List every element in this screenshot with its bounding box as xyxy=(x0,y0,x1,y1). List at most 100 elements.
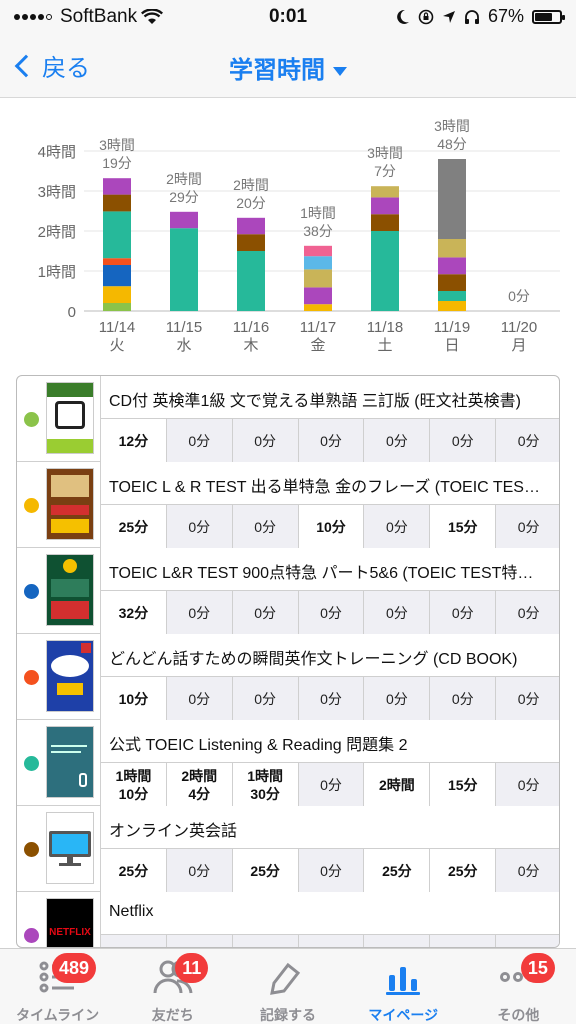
day-time-cell: 0分 xyxy=(297,848,364,892)
dondon-cover[interactable] xyxy=(46,640,94,712)
monitor-icon[interactable] xyxy=(46,812,94,884)
day-time-cell: 25分 xyxy=(101,504,166,548)
material-title: TOEIC L & R TEST 出る単特急 金のフレーズ (TOEIC TES… xyxy=(109,479,549,496)
x-weekday-label: 水 xyxy=(176,337,191,354)
material-title: TOEIC L&R TEST 900点特急 パート5&6 (TOEIC TEST… xyxy=(109,565,549,582)
day-time-cell xyxy=(101,934,166,947)
x-date-label: 11/18 xyxy=(367,319,403,336)
day-time-cell: 0分 xyxy=(297,590,364,634)
bar-total-hours: 3時間 xyxy=(367,145,403,161)
material-row[interactable]: 公式 TOEIC Listening & Reading 問題集 2 1時間 10分… xyxy=(17,720,559,806)
tab-mypage[interactable]: マイページ xyxy=(346,949,461,1024)
bar-total-minutes: 48分 xyxy=(437,136,467,152)
x-weekday-label: 月 xyxy=(511,337,526,354)
stacked-bar-chart: 0 1時間 2時間 3時間 4時間 3時間 19分 11/14火 2時間 29分 11/15水 2時間… xyxy=(38,118,560,354)
bar-total-minutes: 0分 xyxy=(508,288,530,304)
day-cells xyxy=(101,934,559,947)
signal-icon xyxy=(14,14,52,20)
divider xyxy=(100,548,101,633)
day-time-cell: 0分 xyxy=(165,676,232,720)
netflix-logo[interactable]: NETFLIX xyxy=(46,898,94,947)
material-title: Netflix xyxy=(109,903,154,920)
day-time-cell: 0分 xyxy=(297,418,364,462)
y-tick-label: 1時間 xyxy=(38,264,76,281)
bar-total-hours: 1時間 xyxy=(300,205,336,221)
y-tick-label: 2時間 xyxy=(38,224,76,241)
day-time-cell: 0分 xyxy=(231,418,298,462)
day-time-cell: 1時間 10分 xyxy=(101,762,166,806)
tab-label: 友だち xyxy=(151,1007,194,1023)
part56-cover[interactable] xyxy=(46,554,94,626)
study-time-chart: 0 1時間 2時間 3時間 4時間 3時間 19分 11/14 火 2時間 29分 11/15 水 2時間… xyxy=(0,98,576,366)
day-cells: 25分 0分 25分 0分 25分 25分 0分 xyxy=(101,848,559,892)
bar-total-minutes: 19分 xyxy=(102,155,132,171)
day-cells: 12分 0分 0分 0分 0分 0分 0分 xyxy=(101,418,559,462)
material-title: CD付 英検準1級 文で覚える単熟語 三訂版 (旺文社英検書) xyxy=(109,393,521,410)
material-row[interactable]: TOEIC L&R TEST 900点特急 パート5&6 (TOEIC TEST… xyxy=(17,548,559,634)
day-time-cell: 32分 xyxy=(101,590,166,634)
kinfre-cover[interactable] xyxy=(46,468,94,540)
day-time-cell xyxy=(297,934,364,947)
material-row[interactable]: TOEIC L & R TEST 出る単特急 金のフレーズ (TOEIC TES… xyxy=(17,462,559,548)
day-time-cell: 0分 xyxy=(231,676,298,720)
bar-total-minutes: 7分 xyxy=(374,163,396,179)
day-time-cell: 0分 xyxy=(495,676,559,720)
headphones-icon xyxy=(464,9,479,24)
netflix-logo-text: NETFLIX xyxy=(49,927,91,938)
day-time-cell: 0分 xyxy=(495,418,559,462)
page-title-dropdown[interactable]: 学習時間 xyxy=(0,50,576,85)
material-row[interactable]: どんどん話すための瞬間英作文トレーニング (CD BOOK) 10分 0分 0分 0分 0… xyxy=(17,634,559,720)
notification-badge: 11 xyxy=(175,953,209,983)
bar-total-hours: 3時間 xyxy=(99,137,135,153)
day-time-cell: 15分 xyxy=(429,504,496,548)
color-dot xyxy=(24,584,39,599)
bar-segment xyxy=(103,286,131,303)
day-time-cell xyxy=(429,934,496,947)
color-dot xyxy=(24,412,39,427)
tab-label: 記録する xyxy=(260,1007,316,1023)
bar-segment xyxy=(103,265,131,287)
x-date-label: 11/19 xyxy=(434,319,470,336)
back-label: 戻る xyxy=(42,55,90,82)
material-row[interactable]: オンライン英会話 25分 0分 25分 0分 25分 25分 0分 xyxy=(17,806,559,892)
tab-timeline[interactable]: 489 タイムライン xyxy=(0,949,115,1024)
bar-segment xyxy=(103,303,131,311)
back-button[interactable]: 戻る xyxy=(12,48,90,83)
bar-segment xyxy=(304,269,332,288)
color-dot xyxy=(24,842,39,857)
material-row[interactable]: NETFLIX Netflix xyxy=(17,892,559,947)
bar-total-hours: 2時間 xyxy=(233,177,269,193)
notification-badge: 15 xyxy=(520,953,555,983)
nav-bar: 戻る 学習時間 xyxy=(0,34,576,98)
day-time-cell xyxy=(363,934,430,947)
day-time-cell xyxy=(495,934,559,947)
material-title: オンライン英会話 xyxy=(109,823,238,840)
day-time-cell: 12分 xyxy=(101,418,166,462)
record-icon xyxy=(268,959,308,1000)
tab-more[interactable]: 15 その他 xyxy=(461,949,576,1024)
bar-segment xyxy=(371,186,399,198)
battery-icon xyxy=(532,9,565,24)
day-time-cell: 10分 xyxy=(101,676,166,720)
day-time-cell: 0分 xyxy=(363,504,430,548)
material-row[interactable]: CD付 英検準1級 文で覚える単熟語 三訂版 (旺文社英検書) 12分 0分 0分 0分… xyxy=(17,376,559,462)
tab-record[interactable]: 記録する xyxy=(230,949,345,1024)
day-time-cell: 2時間 xyxy=(363,762,430,806)
tab-friends[interactable]: 11 友だち xyxy=(115,949,230,1024)
bar-segment xyxy=(170,211,198,229)
moon-icon xyxy=(397,9,409,24)
bar-total-hours: 3時間 xyxy=(434,118,470,134)
bar-segment xyxy=(371,231,399,311)
day-cells: 10分 0分 0分 0分 0分 0分 0分 xyxy=(101,676,559,720)
eiken-cover[interactable] xyxy=(46,382,94,454)
mypage-icon xyxy=(383,959,423,1000)
notification-badge: 489 xyxy=(52,953,97,983)
tab-label: その他 xyxy=(497,1007,540,1023)
day-time-cell: 0分 xyxy=(297,762,364,806)
divider xyxy=(100,462,101,547)
carrier-name: SoftBank xyxy=(60,6,138,27)
official-cover[interactable] xyxy=(46,726,94,798)
y-tick-label: 0 xyxy=(68,304,76,321)
day-time-cell: 0分 xyxy=(165,848,232,892)
day-time-cell xyxy=(231,934,298,947)
